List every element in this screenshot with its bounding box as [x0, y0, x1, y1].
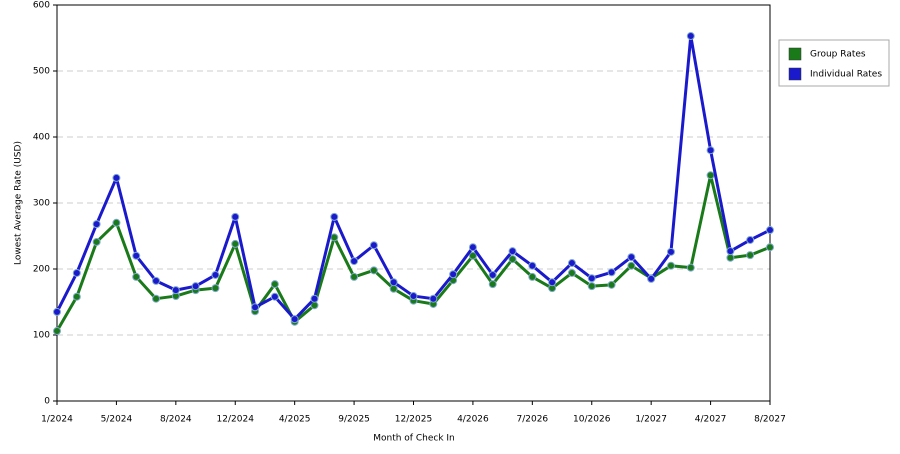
data-point: [468, 251, 477, 260]
data-point: [191, 282, 200, 291]
data-point: [528, 261, 537, 270]
data-point: [449, 270, 458, 279]
data-point: [567, 268, 576, 277]
y-tick-label: 0: [44, 397, 50, 407]
x-tick-label: 1/2027: [635, 415, 667, 425]
data-point: [409, 292, 418, 301]
data-point: [488, 270, 497, 279]
data-point: [627, 253, 636, 262]
x-tick-label: 1/2024: [41, 415, 73, 425]
data-point: [270, 292, 279, 301]
data-point: [726, 253, 735, 262]
legend-swatch: [788, 47, 802, 61]
legend-label: Group Rates: [810, 50, 866, 60]
data-point: [231, 212, 240, 221]
data-point: [528, 272, 537, 281]
series-line: [55, 173, 771, 332]
data-point: [666, 247, 675, 256]
x-tick-label: 12/2024: [217, 415, 255, 425]
x-tick-label: 8/2027: [754, 415, 786, 425]
data-point: [468, 243, 477, 252]
x-tick-label: 8/2024: [160, 415, 192, 425]
series-line: [55, 34, 771, 321]
data-point: [231, 239, 240, 248]
x-axis-label: Month of Check In: [373, 434, 455, 444]
x-tick-label: 4/2026: [457, 415, 489, 425]
data-point: [389, 284, 398, 293]
x-tick-label: 9/2025: [338, 415, 370, 425]
data-point: [706, 171, 715, 180]
data-point: [92, 220, 101, 229]
data-point: [666, 261, 675, 270]
y-tick-label: 500: [33, 67, 50, 77]
data-point: [766, 243, 774, 252]
data-point: [508, 255, 517, 264]
data-point: [350, 257, 359, 266]
data-point: [548, 278, 557, 287]
x-tick-label: 5/2024: [101, 415, 133, 425]
data-point: [607, 268, 616, 277]
legend-label: Individual Rates: [810, 70, 882, 80]
data-point: [152, 276, 161, 285]
x-tick-label: 4/2027: [695, 415, 727, 425]
data-point: [686, 32, 695, 41]
data-point: [567, 259, 576, 268]
y-tick-label: 100: [33, 331, 50, 341]
data-point: [350, 272, 359, 281]
data-point: [369, 241, 378, 250]
data-point: [429, 294, 438, 303]
y-tick-label: 600: [33, 1, 50, 11]
data-point: [587, 282, 596, 291]
data-point: [706, 146, 715, 155]
x-tick-label: 10/2026: [573, 415, 611, 425]
data-point: [488, 280, 497, 289]
data-point: [389, 278, 398, 287]
data-point: [152, 294, 161, 303]
legend-swatch: [788, 67, 802, 81]
data-point: [132, 251, 141, 260]
data-point: [607, 280, 616, 289]
data-point: [369, 266, 378, 275]
y-tick-label: 200: [33, 265, 50, 275]
data-point: [53, 327, 61, 336]
data-point: [508, 247, 517, 256]
x-tick-label: 7/2026: [516, 415, 548, 425]
data-point: [171, 286, 180, 295]
data-point: [647, 274, 656, 283]
data-point: [270, 280, 279, 289]
data-point: [72, 292, 81, 301]
data-point: [310, 294, 319, 303]
x-tick-label: 12/2025: [395, 415, 432, 425]
data-point: [290, 315, 299, 324]
data-point: [587, 274, 596, 283]
data-point: [92, 237, 101, 246]
data-point: [211, 270, 220, 279]
data-point: [112, 173, 121, 182]
data-point: [132, 272, 141, 281]
plot-frame: [56, 4, 771, 402]
data-point: [766, 226, 774, 235]
y-axis-label: Lowest Average Rate (USD): [14, 141, 24, 265]
data-point: [686, 263, 695, 272]
y-tick-label: 400: [33, 133, 50, 143]
data-point: [330, 233, 339, 242]
data-point: [211, 284, 220, 293]
data-point: [112, 218, 121, 227]
y-tick-label: 300: [33, 199, 50, 209]
data-point: [627, 261, 636, 270]
x-tick-label: 4/2025: [279, 415, 311, 425]
data-point: [726, 247, 735, 256]
data-point: [746, 251, 755, 260]
data-point: [746, 235, 755, 244]
data-point: [251, 303, 260, 312]
data-point: [330, 212, 339, 221]
data-point: [53, 307, 61, 316]
data-point: [72, 268, 81, 277]
